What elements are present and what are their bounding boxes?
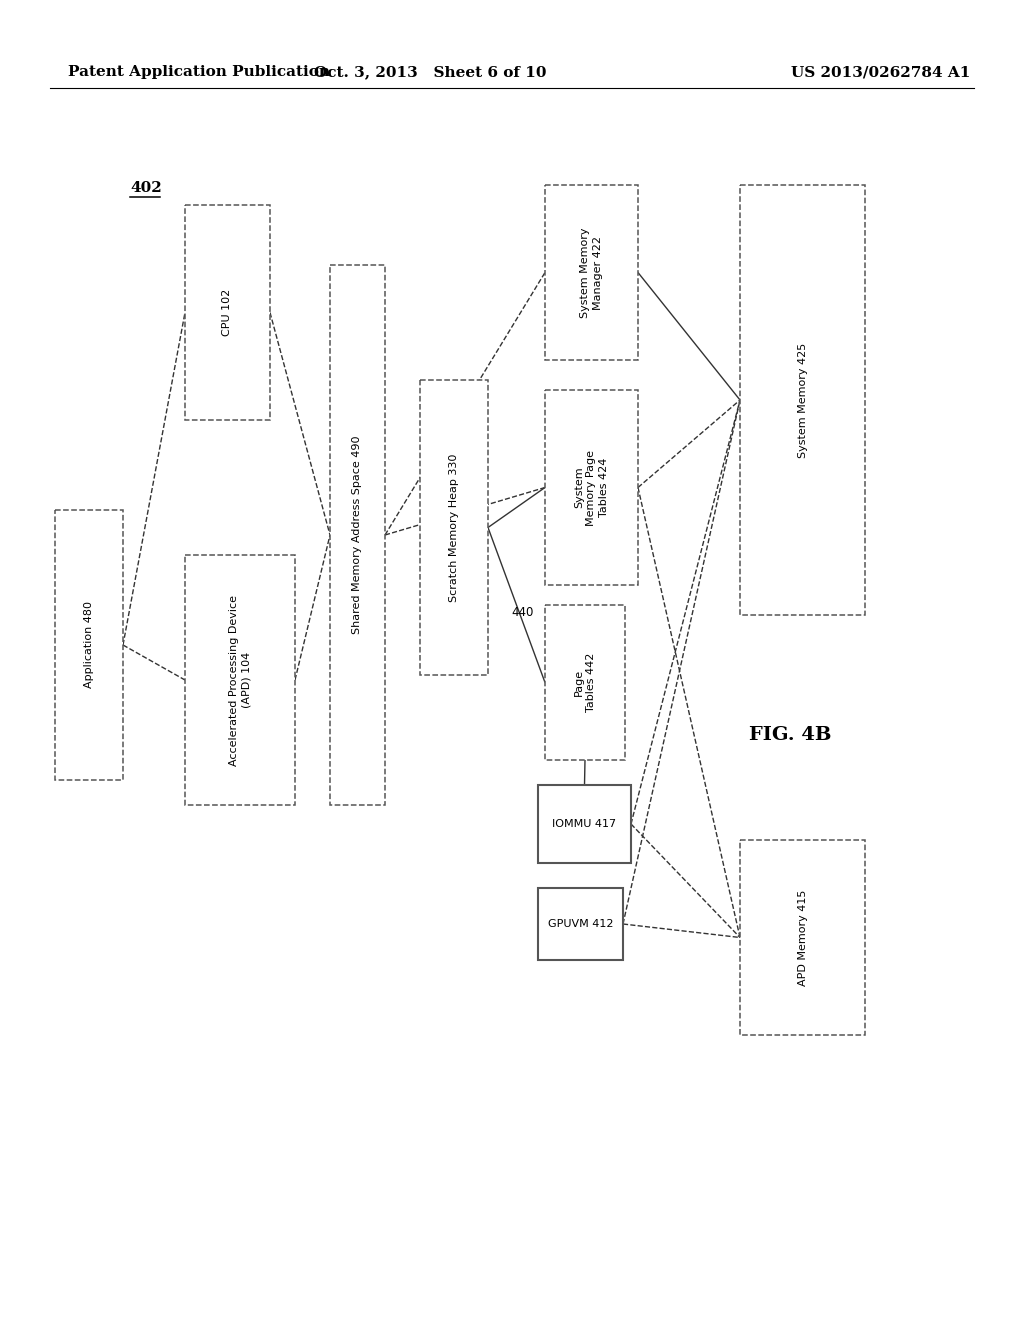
FancyBboxPatch shape [185,205,270,420]
Text: CPU 102: CPU 102 [222,289,232,337]
Text: GPUVM 412: GPUVM 412 [548,919,613,929]
FancyBboxPatch shape [420,380,488,675]
FancyBboxPatch shape [538,888,623,960]
Text: Shared Memory Address Space 490: Shared Memory Address Space 490 [352,436,362,634]
Text: Accelerated Processing Device
(APD) 104: Accelerated Processing Device (APD) 104 [228,594,251,766]
Text: US 2013/0262784 A1: US 2013/0262784 A1 [791,65,970,79]
FancyBboxPatch shape [545,185,638,360]
FancyBboxPatch shape [740,185,865,615]
Text: FIG. 4B: FIG. 4B [749,726,831,744]
Text: Oct. 3, 2013   Sheet 6 of 10: Oct. 3, 2013 Sheet 6 of 10 [313,65,546,79]
FancyBboxPatch shape [55,510,123,780]
Text: Application 480: Application 480 [84,602,94,689]
FancyBboxPatch shape [545,389,638,585]
FancyBboxPatch shape [538,785,631,863]
Text: Page
Tables 442: Page Tables 442 [573,653,596,713]
Text: Patent Application Publication: Patent Application Publication [68,65,330,79]
Text: IOMMU 417: IOMMU 417 [552,818,616,829]
Text: APD Memory 415: APD Memory 415 [798,890,808,986]
FancyBboxPatch shape [185,554,295,805]
Text: 402: 402 [130,181,162,195]
FancyBboxPatch shape [330,265,385,805]
Text: Scratch Memory Heap 330: Scratch Memory Heap 330 [449,453,459,602]
Text: 440: 440 [512,606,535,619]
Text: System Memory
Manager 422: System Memory Manager 422 [581,227,603,318]
FancyBboxPatch shape [545,605,625,760]
Text: System
Memory Page
Tables 424: System Memory Page Tables 424 [574,450,609,525]
FancyBboxPatch shape [740,840,865,1035]
Text: System Memory 425: System Memory 425 [798,342,808,458]
